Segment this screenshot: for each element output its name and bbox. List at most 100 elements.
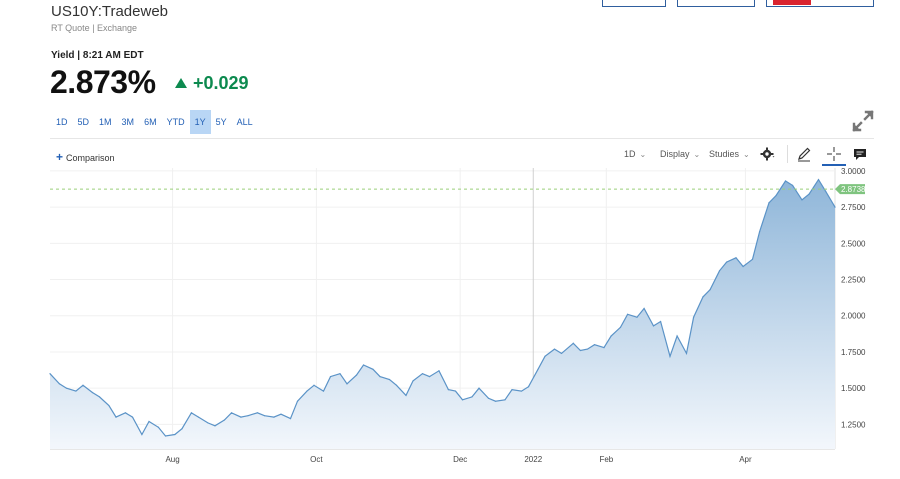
comparison-label: Comparison — [66, 153, 115, 163]
data-point — [784, 180, 787, 182]
data-point — [511, 389, 513, 391]
data-point — [626, 313, 629, 315]
data-point — [676, 335, 678, 337]
studies-dropdown[interactable]: Studies ⌄ — [709, 149, 750, 159]
range-5y[interactable]: 5Y — [215, 117, 227, 127]
data-point — [322, 390, 325, 392]
data-point — [82, 384, 84, 386]
current-price: 2.873% — [50, 64, 156, 100]
quote-source: RT Quote | Exchange — [51, 23, 138, 33]
data-point — [263, 415, 266, 417]
y-tick-label: 2.7500 — [841, 203, 866, 212]
x-tick-label: Dec — [453, 455, 467, 464]
data-point — [273, 416, 275, 418]
y-tick-label: 1.5000 — [841, 384, 866, 393]
top-action-button-2[interactable] — [677, 0, 755, 7]
range-ytd[interactable]: YTD — [166, 117, 185, 127]
data-point — [520, 390, 523, 392]
expand-icon[interactable] — [852, 110, 874, 132]
comment-icon[interactable] — [852, 146, 868, 162]
yield-line — [49, 178, 836, 437]
data-point — [817, 178, 820, 181]
comparison-button[interactable]: + Comparison — [56, 150, 115, 164]
data-point — [478, 387, 480, 389]
data-point — [75, 390, 77, 392]
studies-label: Studies — [709, 149, 740, 159]
x-tick-label: Feb — [599, 455, 613, 464]
data-point — [115, 416, 117, 418]
data-point — [346, 383, 348, 385]
data-point — [207, 422, 209, 424]
toolbar-separator — [787, 145, 788, 163]
data-point — [527, 386, 530, 388]
data-point — [834, 206, 836, 208]
data-point — [593, 344, 596, 346]
data-point — [471, 396, 473, 398]
data-point — [801, 199, 803, 201]
data-point — [181, 428, 183, 430]
data-point — [586, 348, 589, 350]
plus-icon: + — [56, 150, 64, 164]
yield-area — [50, 179, 835, 449]
range-5d[interactable]: 5D — [77, 117, 90, 127]
data-point — [174, 433, 176, 436]
data-point — [610, 335, 612, 337]
data-point — [355, 374, 358, 376]
data-point — [131, 416, 134, 418]
gear-icon[interactable] — [760, 146, 776, 162]
range-1y[interactable]: 1Y — [189, 110, 211, 134]
range-1m[interactable]: 1M — [99, 117, 112, 127]
data-point — [692, 316, 695, 318]
data-point — [487, 397, 490, 399]
data-point — [339, 373, 341, 375]
data-point — [636, 316, 638, 318]
crosshair-icon[interactable] — [826, 146, 842, 162]
top-action-button-1[interactable] — [602, 0, 666, 7]
chevron-down-icon: ⌄ — [743, 150, 750, 159]
data-point — [504, 399, 506, 401]
data-point — [256, 412, 259, 414]
data-point — [49, 373, 51, 375]
data-point — [494, 400, 497, 402]
range-all[interactable]: ALL — [236, 117, 253, 127]
chevron-down-icon: ⌄ — [693, 150, 701, 159]
y-tick-label: 1.7500 — [841, 348, 866, 357]
data-point — [372, 368, 374, 370]
range-3m[interactable]: 3M — [121, 117, 135, 127]
top-action-button-3[interactable] — [766, 0, 874, 7]
data-point — [412, 380, 414, 382]
data-point — [313, 384, 315, 386]
data-point — [190, 412, 193, 414]
data-point — [709, 289, 711, 291]
range-6m[interactable]: 6M — [144, 117, 157, 127]
interval-dropdown[interactable]: 1D ⌄ — [624, 149, 646, 159]
x-tick-label: Apr — [739, 455, 752, 464]
data-point — [124, 412, 127, 414]
data-point — [768, 202, 770, 204]
data-point — [652, 325, 655, 327]
range-1d[interactable]: 1D — [56, 117, 68, 127]
data-point — [742, 265, 744, 268]
display-label: Display — [660, 149, 690, 159]
display-dropdown[interactable]: Display ⌄ — [660, 149, 700, 159]
data-point — [395, 384, 398, 386]
data-point — [669, 355, 671, 357]
data-point — [289, 417, 292, 420]
data-point — [296, 400, 299, 402]
pencil-icon[interactable] — [796, 146, 812, 162]
x-tick-label: Oct — [310, 455, 323, 464]
price-change-value: +0.029 — [193, 73, 249, 93]
data-point — [214, 425, 216, 427]
data-point — [553, 348, 556, 350]
data-point — [619, 326, 622, 328]
data-point — [230, 412, 233, 414]
y-tick-label: 2.0000 — [841, 312, 866, 321]
data-point — [718, 270, 721, 272]
data-point — [579, 349, 582, 352]
active-tool-indicator — [822, 164, 846, 166]
data-point — [438, 370, 440, 372]
data-point — [735, 257, 737, 259]
data-point — [447, 389, 449, 391]
data-point — [560, 352, 563, 355]
